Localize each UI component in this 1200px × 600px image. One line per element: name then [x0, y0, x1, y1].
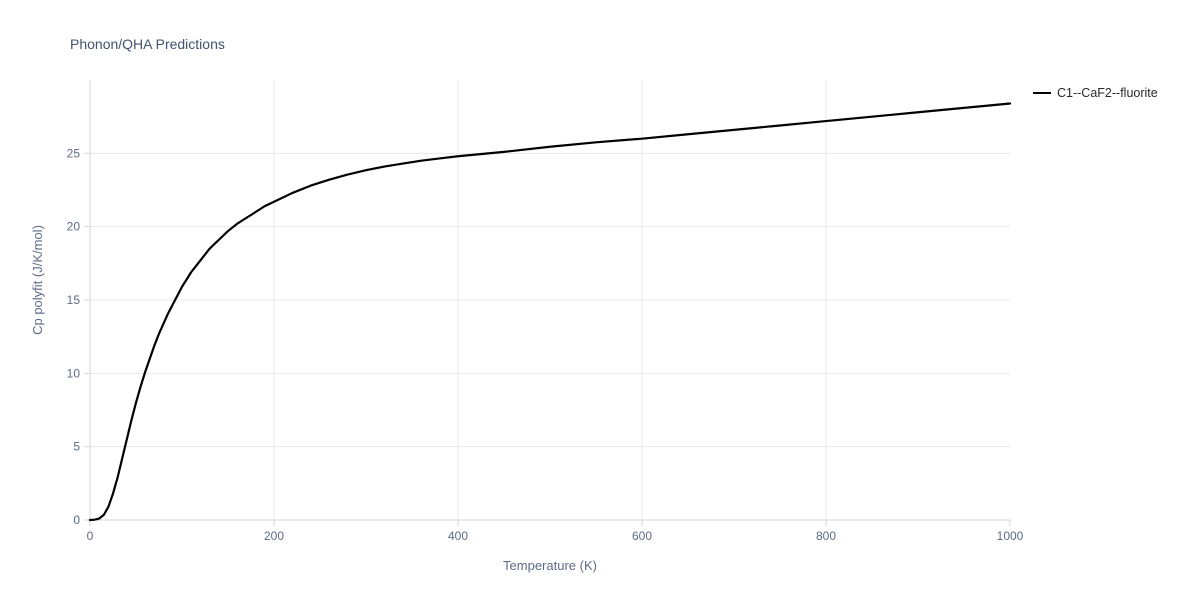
legend-label: C1--CaF2--fluorite [1057, 86, 1158, 100]
legend-swatch [1033, 92, 1051, 94]
chart-plot-area: 0 200 400 600 800 1000 0 5 10 15 20 25 [0, 0, 1200, 600]
y-tick-label: 15 [67, 293, 81, 307]
legend: C1--CaF2--fluorite [1033, 86, 1158, 100]
x-tick-label: 1000 [997, 529, 1024, 543]
x-tick-label: 200 [264, 529, 284, 543]
x-tick-label: 400 [448, 529, 468, 543]
x-tick-label: 800 [816, 529, 836, 543]
series-line [90, 103, 1010, 520]
chart-container: { "chart": { "type": "line", "title": "P… [0, 0, 1200, 600]
chart-title: Phonon/QHA Predictions [70, 36, 225, 52]
x-tick-label: 0 [87, 529, 94, 543]
y-tick-label: 10 [67, 366, 81, 380]
y-tick-label: 0 [73, 513, 80, 527]
y-axis-label: Cp polyfit (J/K/mol) [30, 180, 45, 380]
y-tick-label: 25 [67, 146, 81, 160]
x-tick-label: 600 [632, 529, 652, 543]
x-axis-label: Temperature (K) [90, 558, 1010, 573]
y-tick-label: 20 [67, 220, 81, 234]
y-tick-label: 5 [73, 440, 80, 454]
